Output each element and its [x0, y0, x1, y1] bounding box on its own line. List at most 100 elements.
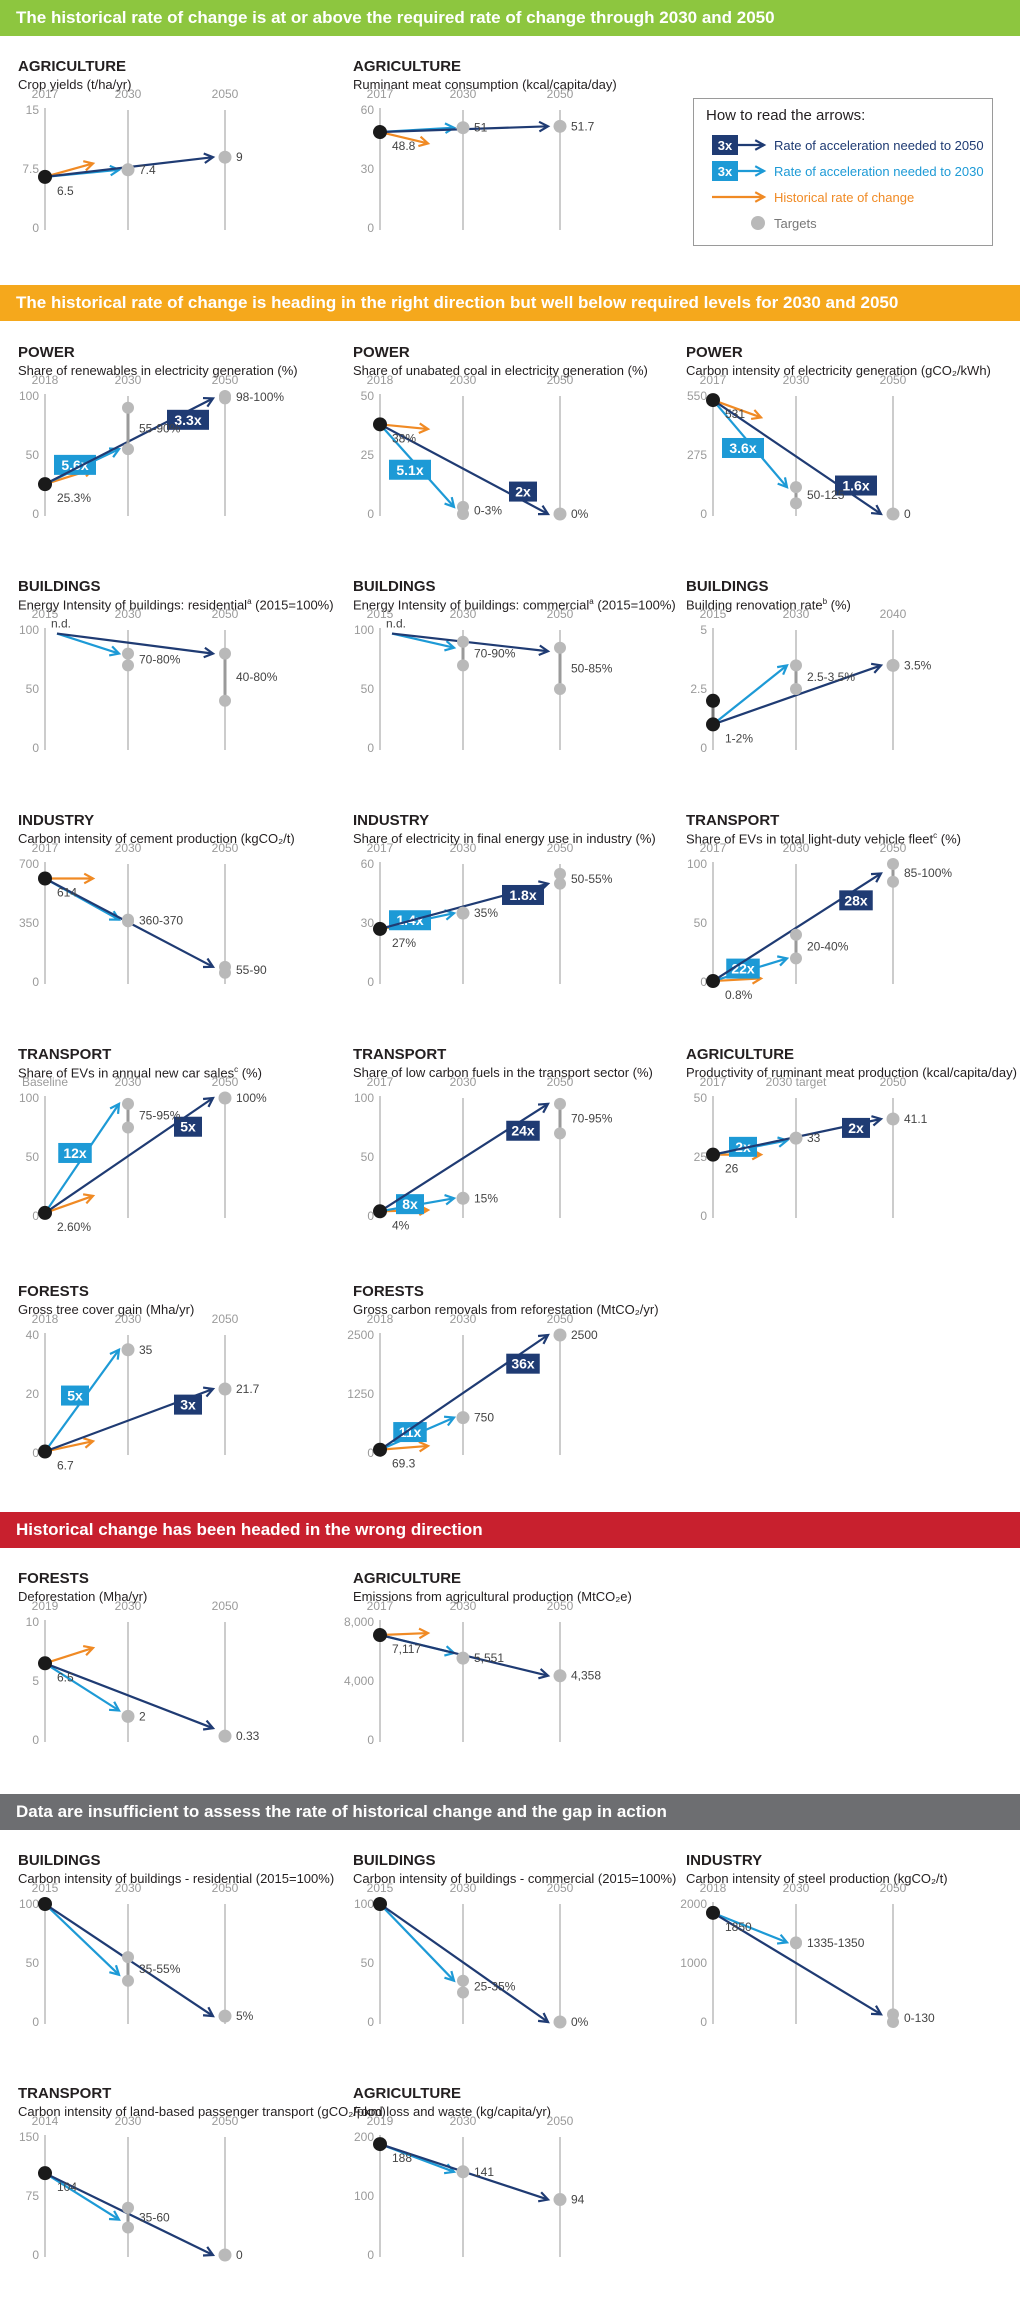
target-label: 41.1 — [904, 1112, 928, 1126]
target-marker — [456, 906, 470, 920]
rate-2050-badge: 2x — [509, 481, 537, 502]
current-value-dot — [38, 1444, 52, 1459]
y-tick-label: 200 — [354, 2130, 374, 2144]
y-tick-label: 100 — [687, 857, 707, 871]
chart-title: INDUSTRY — [18, 812, 95, 829]
target-label: 55-90% — [139, 421, 181, 435]
x-tick-label: 2050 — [212, 2114, 239, 2128]
svg-text:1.8x: 1.8x — [509, 887, 536, 903]
target-label: 7.4 — [139, 163, 156, 177]
x-tick-label: 2018 — [367, 1312, 394, 1326]
chart-subtitle-text: Deforestation (Mha/yr) — [18, 1589, 148, 1604]
legend-label: Historical rate of change — [774, 190, 914, 205]
current-value-dot — [38, 2166, 52, 2181]
target-marker — [218, 2009, 232, 2023]
chart-subtitle: Crop yields (t/ha/yr) — [18, 77, 131, 92]
chart-plot: 100 50 0 2015 2030 2050 70-80% 40-80% n.d. — [19, 607, 278, 755]
x-tick-label: 2050 — [547, 1312, 574, 1326]
chart-subtitle-text: Carbon intensity of buildings - resident… — [18, 1871, 335, 1886]
chart-subtitle-text: Gross tree cover gain (Mha/yr) — [18, 1302, 195, 1317]
chart-subtitle-text: Carbon intensity of electricity generati… — [686, 363, 991, 378]
x-tick-label: 2030 — [450, 1881, 477, 1895]
x-tick-label: 2030 — [115, 1312, 142, 1326]
chart-title: BUILDINGS — [18, 1852, 101, 1869]
x-tick-label: 2019 — [32, 1599, 59, 1613]
legend-badge-text: 3x — [718, 164, 733, 179]
banner-above-rate: The historical rate of change is at or a… — [0, 0, 1020, 36]
chart-plot: 8,000 4,000 0 2017 2030 2050 5,551 4,358 7,117 — [344, 1599, 601, 1747]
target-marker — [887, 2008, 899, 2028]
chart-subtitle: Deforestation (Mha/yr) — [18, 1589, 147, 1604]
legend-label: Rate of acceleration needed to 2030 — [774, 164, 984, 179]
current-value-dot — [373, 1442, 387, 1457]
target-label: 0-130 — [904, 2011, 935, 2025]
required-2050-arrow — [44, 1662, 216, 1731]
x-tick-label: 2050 — [547, 373, 574, 387]
chart-subtitle-text: Emissions from agricultural production (… — [353, 1589, 632, 1604]
chart-plot: 50 25 0 2018 2030 2050 5.1x 2x 0-3% 0% 38% — [361, 373, 589, 521]
target-marker — [457, 635, 469, 672]
rate-2030-badge: 3.6x — [722, 437, 764, 458]
x-tick-label: 2030 — [450, 2114, 477, 2128]
current-value-label: 0.8% — [725, 988, 753, 1002]
target-marker — [887, 858, 899, 888]
y-tick-label: 0 — [32, 975, 39, 989]
chart-title: POWER — [18, 344, 75, 361]
target-marker — [553, 507, 567, 521]
chart-subtitle-text: Share of EVs in annual new car sales — [18, 1065, 235, 1081]
footnote-marker: a — [589, 597, 594, 606]
target-marker — [219, 960, 231, 979]
required-2030-arrow — [391, 632, 457, 652]
target-marker — [122, 1097, 134, 1134]
chart-subtitle-text: Ruminant meat consumption (kcal/capita/d… — [353, 77, 617, 92]
target-marker — [553, 1328, 567, 1342]
x-tick-label: 2017 — [367, 841, 394, 855]
chart-title: AGRICULTURE — [18, 58, 127, 75]
current-value-label: 4% — [392, 1218, 410, 1232]
legend-badge-text: 3x — [718, 138, 733, 153]
rate-2030-badge: 11x — [393, 1422, 427, 1443]
y-tick-label: 0 — [32, 1209, 39, 1223]
legend-label: Rate of acceleration needed to 2050 — [774, 138, 984, 153]
current-value-dot — [373, 921, 387, 936]
chart-panel: AGRICULTURE Emissions from agricultural p… — [335, 1570, 670, 1790]
target-label: 35-55% — [139, 1962, 181, 1976]
current-value-label: 25.3% — [57, 491, 91, 505]
chart-plot: 2000 1000 0 2018 2030 2050 1335-1350 0-130 1850 — [680, 1881, 935, 2029]
y-tick-label: 0 — [32, 1446, 39, 1460]
y-tick-label: 8,000 — [344, 1615, 374, 1629]
x-tick-label: 2050 — [547, 1075, 574, 1089]
x-tick-label: 2030 — [450, 373, 477, 387]
target-label: 2.5-3.5% — [807, 670, 855, 684]
chart-title: AGRICULTURE — [353, 58, 462, 75]
chart-panel: POWER Share of renewables in electricity … — [0, 344, 335, 564]
chart-panel: BUILDINGS Energy Intensity of buildings: … — [0, 578, 335, 798]
footnote-marker: b — [822, 597, 828, 606]
y-tick-label: 60 — [361, 857, 375, 871]
rate-2050-badge: 1.8x — [502, 884, 544, 905]
current-value-label: 6.7 — [57, 1459, 74, 1473]
chart-subtitle: Share of electricity in final energy use… — [353, 831, 656, 846]
y-tick-label: 75 — [26, 2189, 40, 2203]
chart-subtitle-unit: (2015=100%) — [593, 597, 676, 613]
target-label: 0% — [571, 507, 589, 521]
chart-plot: 150 75 0 2014 2030 2050 35-60 0 104 — [19, 2114, 243, 2262]
chart-subtitle: Share of unabated coal in electricity ge… — [353, 363, 648, 378]
x-tick-label: 2050 — [547, 1881, 574, 1895]
rate-2030-badge: 8x — [396, 1194, 424, 1215]
x-tick-label: 2030 — [450, 841, 477, 855]
chart-subtitle: Productivity of ruminant meat production… — [686, 1065, 1017, 1080]
target-label: 50-55% — [571, 872, 613, 886]
y-tick-label: 40 — [26, 1328, 40, 1342]
x-tick-label: 2050 — [880, 841, 907, 855]
required-2030-arrow — [44, 1662, 121, 1712]
banner-right-direction: The historical rate of change is heading… — [0, 285, 1020, 321]
current-value-label: 104 — [57, 2180, 77, 2194]
current-value-dot — [373, 1204, 387, 1219]
current-value-label: 27% — [392, 936, 416, 950]
y-tick-label: 50 — [361, 682, 375, 696]
x-tick-label: 2030 — [115, 1881, 142, 1895]
target-label: 2500 — [571, 1328, 598, 1342]
chart-subtitle-text: Share of electricity in final energy use… — [353, 831, 656, 846]
